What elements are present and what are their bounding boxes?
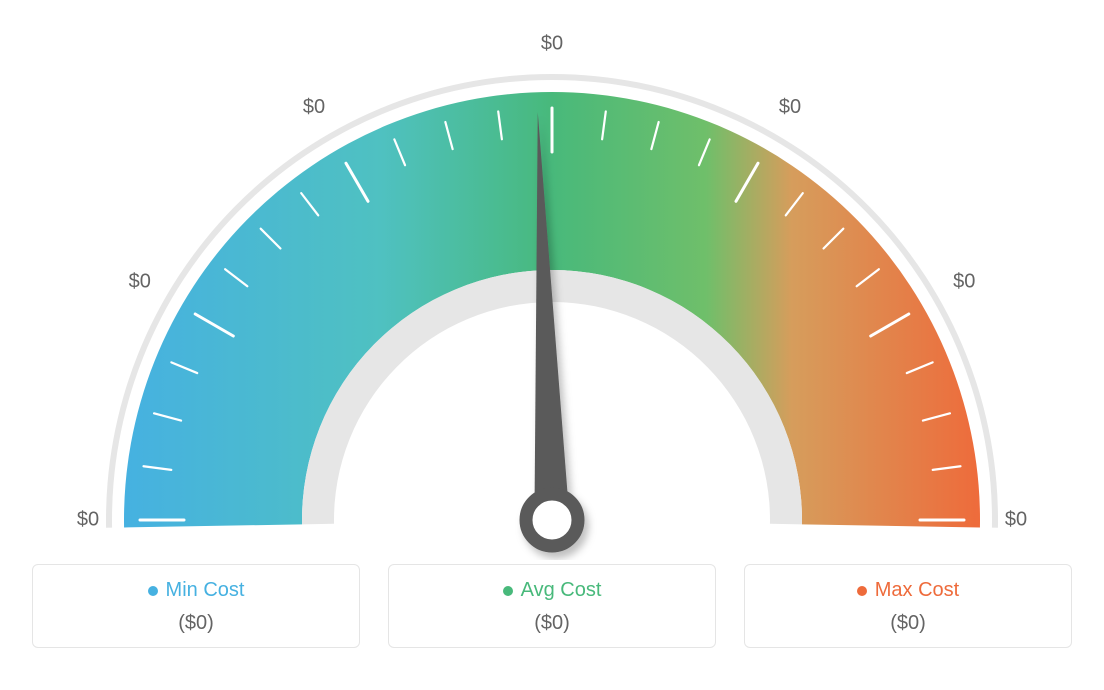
legend-label-avg: Avg Cost bbox=[521, 579, 602, 602]
legend-dot-avg bbox=[503, 586, 513, 596]
legend-label-max: Max Cost bbox=[875, 579, 959, 602]
legend-title-avg: Avg Cost bbox=[503, 579, 602, 602]
legend-title-max: Max Cost bbox=[857, 579, 959, 602]
legend-value-avg: ($0) bbox=[407, 612, 697, 635]
legend-title-min: Min Cost bbox=[148, 579, 245, 602]
gauge-chart: $0 $0 $0 $0 $0 $0 $0 bbox=[0, 0, 1104, 560]
legend-dot-min bbox=[148, 586, 158, 596]
gauge-tick-label: $0 bbox=[1005, 508, 1027, 530]
legend-card-max: Max Cost ($0) bbox=[744, 564, 1072, 648]
legend-card-avg: Avg Cost ($0) bbox=[388, 564, 716, 648]
gauge-tick-label: $0 bbox=[779, 96, 801, 118]
legend-dot-max bbox=[857, 586, 867, 596]
gauge-tick-label: $0 bbox=[541, 32, 563, 54]
legend-card-min: Min Cost ($0) bbox=[32, 564, 360, 648]
legend-value-min: ($0) bbox=[51, 612, 341, 635]
gauge-svg: $0 $0 $0 $0 $0 $0 $0 bbox=[0, 0, 1104, 560]
legend-value-max: ($0) bbox=[763, 612, 1053, 635]
gauge-tick-label: $0 bbox=[303, 96, 325, 118]
gauge-tick-label: $0 bbox=[129, 270, 151, 292]
gauge-tick-label: $0 bbox=[77, 508, 99, 530]
legend-row: Min Cost ($0) Avg Cost ($0) Max Cost ($0… bbox=[0, 564, 1104, 648]
legend-label-min: Min Cost bbox=[166, 579, 245, 602]
gauge-tick-label: $0 bbox=[953, 270, 975, 292]
